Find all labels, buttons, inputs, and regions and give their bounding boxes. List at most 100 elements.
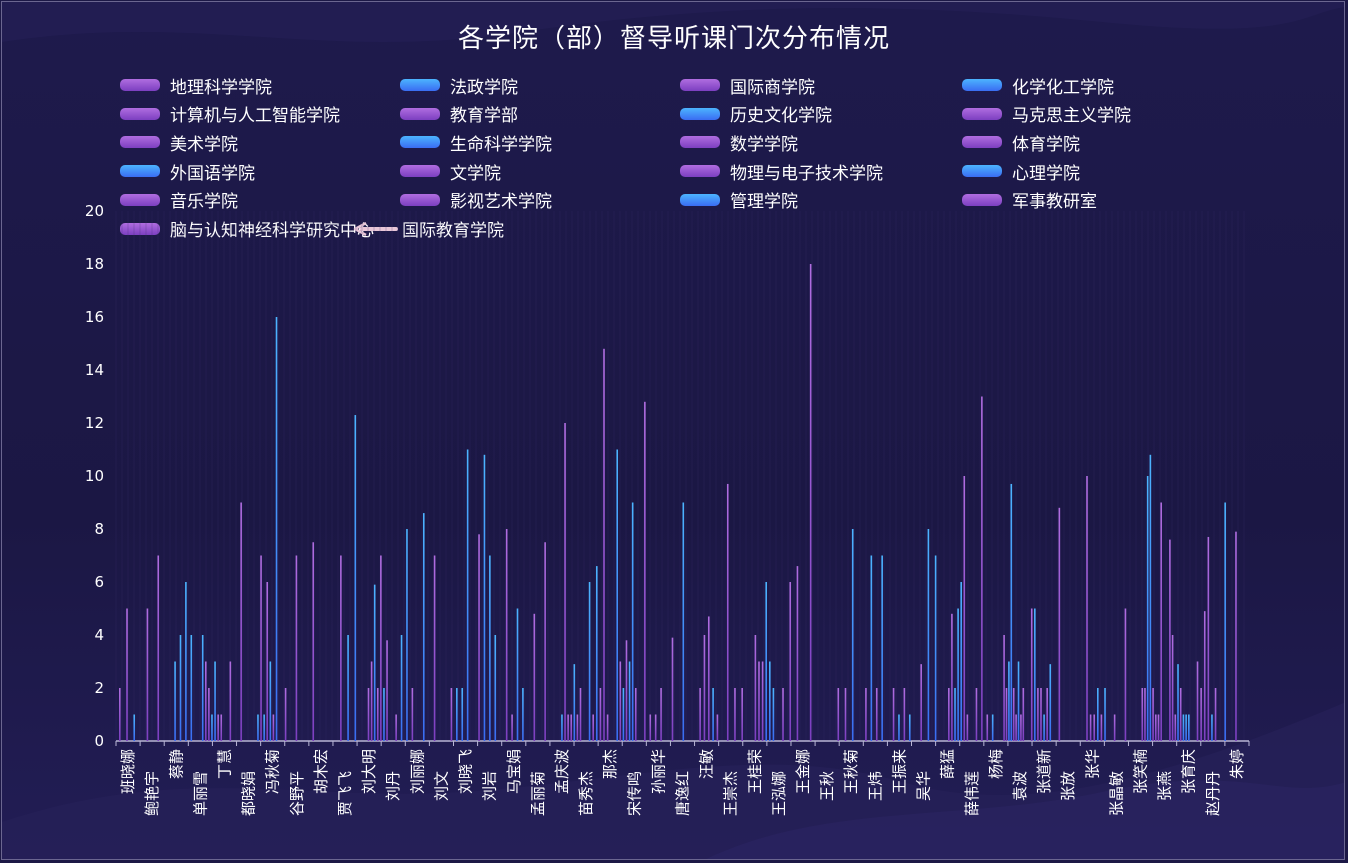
- bar[interactable]: [370, 661, 373, 742]
- bar[interactable]: [660, 688, 662, 741]
- bar[interactable]: [1037, 688, 1039, 741]
- bar[interactable]: [927, 529, 930, 741]
- bar[interactable]: [204, 661, 207, 742]
- bar[interactable]: [494, 635, 497, 741]
- bar[interactable]: [1017, 661, 1020, 742]
- bar[interactable]: [851, 529, 854, 741]
- bar[interactable]: [433, 555, 436, 742]
- bar[interactable]: [1113, 714, 1116, 742]
- bar[interactable]: [908, 714, 911, 742]
- bar[interactable]: [934, 555, 937, 742]
- legend-item[interactable]: 管理学院: [680, 189, 798, 212]
- bar[interactable]: [634, 688, 637, 741]
- legend-item[interactable]: 法政学院: [400, 74, 518, 98]
- bar[interactable]: [573, 664, 576, 741]
- legend-item[interactable]: 马克思主义学院: [962, 103, 1131, 126]
- bar[interactable]: [1049, 664, 1052, 741]
- bar[interactable]: [1182, 714, 1185, 742]
- bar[interactable]: [266, 582, 269, 741]
- bar[interactable]: [898, 714, 900, 742]
- bar[interactable]: [157, 555, 160, 742]
- bar[interactable]: [712, 688, 714, 741]
- bar[interactable]: [505, 529, 508, 741]
- bar[interactable]: [1040, 688, 1042, 741]
- legend-item[interactable]: 物理与电子技术学院: [680, 160, 883, 184]
- bar[interactable]: [1034, 608, 1036, 742]
- bar[interactable]: [229, 661, 232, 742]
- bar[interactable]: [588, 582, 591, 741]
- bar[interactable]: [703, 635, 706, 741]
- bar[interactable]: [592, 714, 594, 742]
- bar[interactable]: [466, 449, 469, 742]
- bar[interactable]: [478, 534, 480, 741]
- bar[interactable]: [340, 555, 342, 742]
- bar[interactable]: [1146, 476, 1149, 741]
- bar[interactable]: [1160, 502, 1162, 742]
- bar[interactable]: [220, 714, 223, 742]
- bar[interactable]: [450, 688, 453, 741]
- bar[interactable]: [772, 688, 775, 741]
- bar[interactable]: [489, 555, 491, 742]
- bar[interactable]: [991, 714, 994, 742]
- bar[interactable]: [654, 714, 657, 742]
- bar[interactable]: [734, 688, 736, 741]
- legend-item[interactable]: 数学学院: [680, 131, 798, 155]
- legend-item[interactable]: 音乐学院: [120, 189, 238, 212]
- bar[interactable]: [948, 688, 950, 741]
- bar[interactable]: [1157, 714, 1160, 742]
- bar[interactable]: [1043, 714, 1045, 742]
- bar[interactable]: [190, 635, 193, 741]
- bar[interactable]: [376, 688, 379, 741]
- bar[interactable]: [570, 714, 573, 742]
- bar[interactable]: [628, 661, 631, 742]
- bar[interactable]: [963, 476, 966, 741]
- bar[interactable]: [1012, 688, 1015, 741]
- bar[interactable]: [789, 582, 792, 741]
- bar[interactable]: [865, 688, 867, 741]
- bar[interactable]: [622, 688, 625, 741]
- bar[interactable]: [354, 415, 357, 741]
- bar[interactable]: [240, 502, 242, 742]
- bar[interactable]: [1046, 688, 1048, 741]
- bar[interactable]: [957, 608, 959, 742]
- bar[interactable]: [981, 396, 983, 742]
- bar[interactable]: [1015, 714, 1017, 742]
- bar[interactable]: [269, 661, 272, 742]
- bar[interactable]: [263, 714, 265, 742]
- bar[interactable]: [1185, 714, 1187, 742]
- bar[interactable]: [201, 635, 204, 741]
- bar[interactable]: [1149, 454, 1152, 741]
- bar[interactable]: [174, 661, 176, 742]
- bar[interactable]: [1211, 714, 1213, 742]
- bar[interactable]: [461, 688, 464, 741]
- legend-item[interactable]: 体育学院: [962, 131, 1080, 155]
- bar[interactable]: [483, 454, 486, 741]
- bar[interactable]: [1086, 476, 1088, 741]
- bar[interactable]: [595, 566, 598, 741]
- bar[interactable]: [522, 688, 524, 741]
- bar[interactable]: [511, 714, 513, 742]
- bar[interactable]: [400, 635, 403, 741]
- bar[interactable]: [516, 608, 519, 742]
- bar[interactable]: [671, 637, 674, 741]
- bar[interactable]: [1100, 714, 1103, 742]
- bar[interactable]: [1093, 714, 1096, 742]
- bar[interactable]: [903, 688, 906, 741]
- bar[interactable]: [1005, 688, 1008, 741]
- bar[interactable]: [603, 348, 605, 741]
- bar[interactable]: [616, 449, 619, 742]
- bar[interactable]: [716, 714, 719, 742]
- bar[interactable]: [126, 608, 128, 742]
- bar[interactable]: [217, 714, 219, 742]
- bar[interactable]: [395, 714, 397, 742]
- legend-item[interactable]: 国际教育学院: [352, 218, 504, 241]
- legend-item[interactable]: 化学化工学院: [962, 74, 1114, 98]
- bar[interactable]: [579, 688, 582, 741]
- legend-item[interactable]: 脑与认知神经科学研究中心: [120, 218, 374, 241]
- bar[interactable]: [347, 635, 349, 741]
- bar[interactable]: [1144, 688, 1146, 741]
- bar[interactable]: [765, 582, 767, 741]
- bar[interactable]: [373, 584, 376, 741]
- bar[interactable]: [599, 688, 602, 741]
- bar[interactable]: [1152, 688, 1154, 741]
